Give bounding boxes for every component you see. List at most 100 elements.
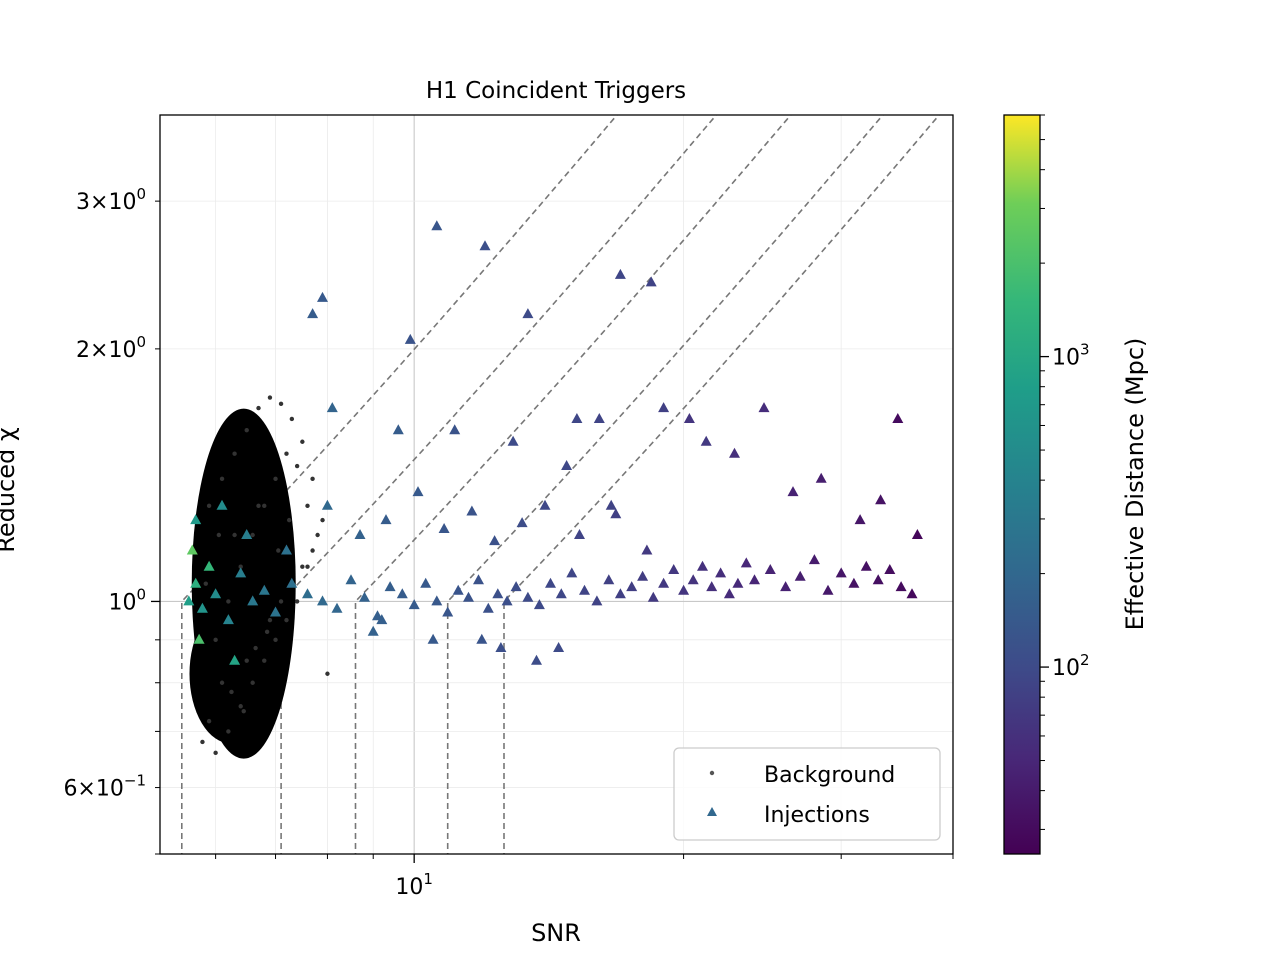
background-density-region <box>189 603 274 744</box>
injection-point <box>522 308 534 319</box>
injection-point <box>317 595 328 606</box>
injection-point <box>749 574 760 585</box>
y-axis-ticks: 3×100 2×100 100 6×10−1 <box>63 185 160 855</box>
injection-point <box>408 599 420 610</box>
injection-point <box>895 581 907 592</box>
background-point <box>305 564 310 569</box>
background-point <box>262 658 267 663</box>
injection-point <box>427 633 439 644</box>
injection-point <box>438 523 450 533</box>
threshold-curve <box>280 115 718 854</box>
x-axis-label: SNR <box>531 919 581 947</box>
background-point <box>232 451 237 456</box>
background-point <box>278 599 284 604</box>
injection-point <box>614 588 626 599</box>
injection-point <box>286 577 298 588</box>
injection-point <box>610 508 622 519</box>
injection-point <box>235 567 247 578</box>
background-point <box>256 503 261 509</box>
injection-point <box>420 577 432 588</box>
colorbar-tick-label: 103 <box>1052 341 1090 371</box>
background-point <box>284 451 289 456</box>
y-axis-label: Reduced χ <box>0 427 20 553</box>
background-point <box>250 680 255 685</box>
injection-point <box>872 574 884 585</box>
injection-point <box>647 591 659 602</box>
injection-point <box>706 581 718 592</box>
injection-point <box>566 567 578 578</box>
injection-point <box>412 486 424 497</box>
background-point <box>200 739 205 745</box>
injection-point <box>645 276 657 287</box>
background-point <box>238 564 243 569</box>
injection-point <box>442 606 454 617</box>
background-point <box>273 476 278 482</box>
injection-point <box>835 567 847 578</box>
legend-marker-background <box>709 770 715 776</box>
legend: Background Injections <box>673 747 941 841</box>
y-tick-label: 6×10−1 <box>63 772 146 802</box>
injection-point <box>392 424 404 435</box>
injection-point <box>404 333 416 344</box>
injection-point <box>229 654 241 665</box>
injection-point <box>539 499 551 510</box>
injection-point <box>317 291 328 302</box>
injection-point <box>764 564 776 574</box>
colorbar <box>1003 114 1041 855</box>
injection-point <box>658 577 670 588</box>
injection-point <box>884 564 896 574</box>
colorbar-label: Effective Distance (Mpc) <box>1121 338 1149 631</box>
background-point <box>267 617 273 623</box>
injection-point <box>875 494 887 505</box>
injection-point <box>531 654 542 665</box>
injection-point <box>854 514 866 525</box>
background-point <box>203 581 208 586</box>
background-point <box>262 503 267 509</box>
colorbar-ticks: 102 103 <box>1040 114 1090 830</box>
injection-point <box>641 544 653 555</box>
background-point <box>267 395 273 400</box>
background-point <box>325 671 330 676</box>
background-point <box>276 548 281 553</box>
legend-box <box>673 747 941 841</box>
injection-point <box>396 588 408 599</box>
background-point <box>229 689 234 695</box>
injection-point <box>270 606 281 617</box>
injection-point <box>384 581 396 592</box>
injection-point <box>449 424 461 435</box>
injection-point <box>626 581 638 592</box>
injection-point <box>196 602 208 613</box>
injection-point <box>476 633 488 644</box>
injection-point <box>331 602 343 613</box>
injection-point <box>808 554 820 565</box>
chart-title: H1 Coincident Triggers <box>426 78 686 104</box>
legend-marker-injections <box>707 807 717 816</box>
injection-point <box>431 595 443 606</box>
injection-point <box>860 560 872 571</box>
injection-point <box>222 614 234 625</box>
injection-point <box>892 413 904 423</box>
background-point <box>300 439 305 444</box>
injection-point <box>376 614 388 625</box>
injection-point <box>678 584 690 595</box>
injection-point <box>452 584 464 595</box>
injection-point <box>780 581 792 592</box>
injection-point <box>302 588 313 599</box>
background-point <box>219 680 225 685</box>
background-point <box>244 658 249 663</box>
background-point <box>226 599 231 604</box>
injection-point <box>614 268 626 279</box>
injection-point <box>637 570 649 581</box>
background-point <box>253 645 258 651</box>
background-point <box>213 637 218 643</box>
grid-layer <box>160 115 954 855</box>
injection-point <box>561 460 573 470</box>
injection-point <box>354 529 366 539</box>
injection-point <box>815 472 827 483</box>
injection-point <box>473 574 484 585</box>
background-point <box>278 401 284 407</box>
injection-point <box>482 602 494 613</box>
injection-point <box>495 642 507 652</box>
injection-point <box>687 574 699 585</box>
